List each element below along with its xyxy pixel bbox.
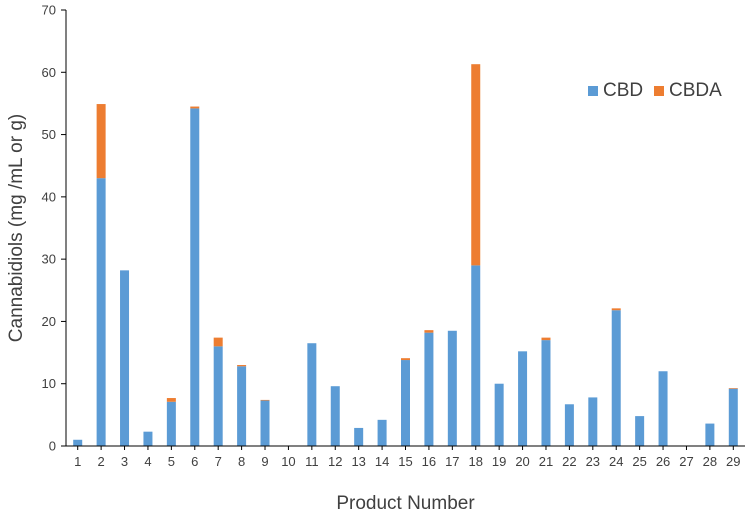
legend-label-cbd: CBD [603, 80, 643, 101]
bar-cbd-23 [588, 397, 598, 446]
y-tick-label: 20 [42, 314, 56, 329]
bar-cbd-8 [237, 366, 247, 446]
x-tick-label: 7 [215, 454, 222, 469]
x-tick-label: 29 [726, 454, 740, 469]
x-tick-label: 6 [191, 454, 198, 469]
bar-cbd-15 [401, 360, 410, 446]
bar-cbd-1 [73, 439, 83, 446]
x-tick-label: 23 [586, 454, 600, 469]
x-tick-label: 17 [445, 454, 459, 469]
x-tick-label: 10 [281, 454, 295, 469]
bar-cbda-9 [260, 399, 270, 401]
bar-cbd-21 [541, 340, 551, 446]
x-tick-label: 26 [656, 454, 670, 469]
bar-cbda-18 [471, 64, 481, 266]
bar-cbda-2 [96, 104, 106, 179]
bar-cbd-3 [120, 270, 130, 446]
bar-cbda-29 [728, 388, 738, 389]
bar-cbda-5 [166, 398, 176, 402]
bar-cbd-12 [330, 386, 340, 446]
bar-cbda-7 [213, 337, 223, 347]
y-tick-label: 70 [42, 3, 56, 18]
x-tick-label: 18 [469, 454, 483, 469]
y-tick-label: 40 [42, 189, 56, 204]
bar-cbd-24 [611, 310, 621, 446]
x-tick-label: 16 [422, 454, 436, 469]
bar-cbd-6 [190, 108, 200, 446]
bar-cbda-15 [401, 358, 410, 361]
bars-layer [73, 64, 738, 446]
bar-cbd-2 [96, 178, 106, 446]
x-tick-label: 22 [562, 454, 576, 469]
bar-cbd-4 [143, 431, 153, 446]
legend-swatch-cbd [588, 86, 598, 96]
legend-label-cbda: CBDA [669, 80, 722, 101]
bar-cbda-8 [237, 365, 247, 367]
x-tick-label: 12 [328, 454, 342, 469]
bar-cbda-21 [541, 337, 551, 341]
x-tick-label: 14 [375, 454, 389, 469]
bar-cbd-7 [213, 346, 223, 446]
bar-cbd-18 [471, 265, 481, 446]
bar-cbda-16 [424, 330, 434, 333]
bar-cbd-26 [658, 371, 668, 446]
bar-cbd-28 [705, 423, 715, 446]
x-tick-label: 13 [351, 454, 365, 469]
bar-cbd-22 [564, 404, 574, 446]
bar-cbd-20 [518, 351, 528, 446]
x-tick-label: 8 [238, 454, 245, 469]
x-tick-label: 19 [492, 454, 506, 469]
y-tick-label: 50 [42, 127, 56, 142]
bar-cbd-17 [447, 330, 457, 446]
x-axis-ticks: 1 2 3 4 5 6 7 8 9 10 11 12 13 14 15 16 17 18 19 20 21 22 23 24 2… [74, 446, 741, 469]
x-tick-label: 15 [398, 454, 412, 469]
legend-swatch-cbda [654, 86, 664, 96]
bar-cbda-24 [611, 308, 621, 311]
y-tick-label: 10 [42, 376, 56, 391]
y-tick-label: 0 [49, 439, 56, 454]
y-tick-label: 30 [42, 252, 56, 267]
bar-cbd-11 [307, 343, 317, 446]
bar-cbd-14 [377, 419, 387, 446]
x-tick-label: 20 [515, 454, 529, 469]
bar-cbd-9 [260, 400, 270, 446]
bar-cbd-5 [166, 401, 176, 446]
x-tick-label: 28 [703, 454, 717, 469]
x-axis-title: Product Number [336, 493, 475, 514]
x-tick-label: 4 [144, 454, 151, 469]
y-tick-label: 60 [42, 65, 56, 80]
x-tick-label: 9 [261, 454, 268, 469]
x-tick-label: 11 [305, 454, 319, 469]
x-tick-label: 25 [632, 454, 646, 469]
x-tick-label: 27 [679, 454, 693, 469]
bar-cbd-25 [635, 416, 645, 446]
bar-cbda-6 [190, 106, 200, 109]
y-axis-ticks: 0 10 20 30 40 50 60 70 [42, 3, 66, 454]
x-tick-label: 5 [168, 454, 175, 469]
bar-cbd-16 [424, 332, 434, 446]
x-tick-label: 2 [98, 454, 105, 469]
x-tick-label: 3 [121, 454, 128, 469]
y-axis-title: Cannabidiols (mg /mL or g) [6, 114, 27, 342]
legend: CBD CBDA [588, 80, 722, 101]
x-tick-label: 21 [539, 454, 553, 469]
bar-cbd-13 [354, 427, 364, 446]
bar-cbd-19 [494, 383, 504, 446]
x-tick-label: 24 [609, 454, 623, 469]
x-tick-label: 1 [74, 454, 81, 469]
bar-cbd-29 [728, 388, 738, 446]
